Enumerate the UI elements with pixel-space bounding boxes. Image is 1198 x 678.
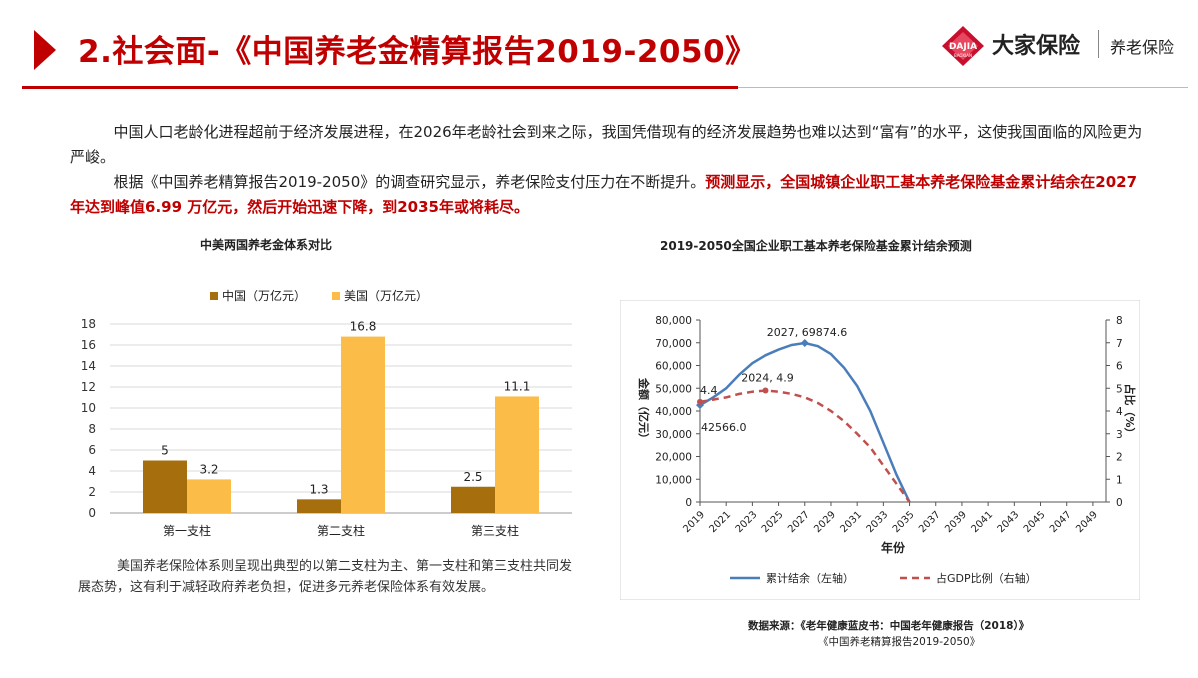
right-tick-label: 3 xyxy=(1116,429,1123,441)
bar-data-label: 1.3 xyxy=(309,482,328,496)
y-tick-label: 8 xyxy=(88,422,96,436)
right-tick-label: 6 xyxy=(1116,361,1123,373)
left-tick-label: 70,000 xyxy=(655,338,692,350)
legend-label: 中国（万亿元） xyxy=(222,288,306,303)
data-annotation: 42566.0 xyxy=(701,421,747,434)
bar xyxy=(451,486,495,513)
x-axis-title: 年份 xyxy=(881,540,906,555)
logo-mark-subtext: BAOXIAN xyxy=(954,53,972,58)
y-tick-label: 0 xyxy=(88,506,96,520)
bar xyxy=(143,460,187,513)
left-tick-label: 80,000 xyxy=(655,315,692,327)
bar xyxy=(297,499,341,513)
logo-company-name: 大家保险 xyxy=(992,34,1081,59)
title-underline xyxy=(22,86,738,89)
data-point-marker xyxy=(697,398,703,405)
right-tick-label: 2 xyxy=(1116,452,1123,464)
data-point-marker xyxy=(762,387,769,394)
data-annotation: 2027, 69874.6 xyxy=(767,326,847,339)
data-annotation: 2024, 4.9 xyxy=(741,372,793,385)
right-tick-label: 8 xyxy=(1116,315,1123,327)
report-paragraph-text: 根据《中国养老精算报告2019-2050》的调查研究显示，养老保险支付压力在不断… xyxy=(113,173,706,191)
left-tick-label: 50,000 xyxy=(655,383,692,395)
legend-swatch xyxy=(332,292,340,300)
fund-forecast-line-chart: 0 10,000 20,000 30,000 40,000 50,000 60,000 70,… xyxy=(620,300,1140,600)
left-axis-title: 金额（亿元） xyxy=(637,377,651,444)
bar xyxy=(341,336,385,513)
right-tick-label: 7 xyxy=(1116,338,1123,350)
y-tick-label: 10 xyxy=(81,401,96,415)
pension-comparison-chart-title: 中美两国养老金体系对比 xyxy=(200,238,333,252)
data-point-marker xyxy=(800,339,809,348)
bar-data-label: 5 xyxy=(161,444,169,458)
title-arrow-icon xyxy=(34,30,56,70)
y-tick-label: 18 xyxy=(81,317,96,331)
y-tick-label: 4 xyxy=(88,464,96,478)
fund-forecast-chart-title: 2019-2050全国企业职工基本养老保险基金累计结余预测 xyxy=(660,239,972,253)
left-tick-label: 0 xyxy=(685,497,692,509)
bar-data-label: 16.8 xyxy=(350,320,377,334)
legend-label-balance: 累计结余（左轴） xyxy=(766,571,854,585)
right-tick-label: 1 xyxy=(1116,474,1123,486)
left-tick-label: 20,000 xyxy=(655,452,692,464)
dajia-logo-icon: DAJIA BAOXIAN xyxy=(942,26,984,66)
bar xyxy=(187,479,231,513)
pension-comparison-bar-chart: 0 2 4 6 8 10 12 14 16 18 5 3.2 第一支柱 1.3 16.8 第二支柱 2.5 11.… xyxy=(81,288,572,538)
legend-swatch xyxy=(210,292,218,300)
right-tick-label: 4 xyxy=(1116,406,1123,418)
bar xyxy=(495,396,539,513)
pension-comparison-caption: 美国养老保险体系则呈现出典型的以第二支柱为主、第一支柱和第三支柱共同发展态势，这… xyxy=(78,559,573,595)
page-title: 2.社会面-《中国养老金精算报告2019-2050》 xyxy=(78,34,757,70)
logo-subsidiary-name: 养老保险 xyxy=(1110,38,1175,57)
left-tick-label: 10,000 xyxy=(655,474,692,486)
logo-separator xyxy=(1098,30,1099,58)
left-tick-label: 30,000 xyxy=(655,429,692,441)
right-tick-label: 0 xyxy=(1116,497,1123,509)
intro-paragraph: 中国人口老龄化进程超前于经济发展进程，在2026年老龄社会到来之际，我国凭借现有… xyxy=(70,123,1143,166)
left-tick-label: 60,000 xyxy=(655,361,692,373)
title-divider xyxy=(738,87,1188,88)
bar-data-label: 2.5 xyxy=(463,470,482,484)
y-tick-label: 16 xyxy=(81,338,96,352)
data-source-line-1: 数据来源：《老年健康蓝皮书：中国老年健康报告（2018）》 xyxy=(748,620,1030,632)
right-axis-title: 占比（%） xyxy=(1123,383,1137,438)
legend-label-gdp: 占GDP比例（右轴） xyxy=(936,571,1037,585)
left-tick-label: 40,000 xyxy=(655,406,692,418)
y-tick-label: 2 xyxy=(88,485,96,499)
x-tick-label: 第三支柱 xyxy=(471,523,519,538)
x-tick-label: 第一支柱 xyxy=(163,523,211,538)
logo-mark-text: DAJIA xyxy=(949,42,977,52)
y-tick-label: 12 xyxy=(81,380,96,394)
chart-frame xyxy=(620,300,1140,600)
bar-data-label: 11.1 xyxy=(504,379,531,393)
company-logo: DAJIA BAOXIAN 大家保险 养老保险 xyxy=(940,22,1180,68)
report-paragraph-highlight: 预测显示，全国城镇企业职工基本养老保险基金累计结余在2027 年达到峰值6.99… xyxy=(70,173,1138,216)
legend-label: 美国（万亿元） xyxy=(344,288,428,303)
data-source-line-2: 《中国养老精算报告2019-2050》 xyxy=(818,636,981,648)
x-tick-label: 第二支柱 xyxy=(317,523,365,538)
bar-data-label: 3.2 xyxy=(199,462,218,476)
report-paragraph: 根据《中国养老精算报告2019-2050》的调查研究显示，养老保险支付压力在不断… xyxy=(70,170,1150,220)
gdp-ratio-line xyxy=(699,389,911,503)
right-tick-label: 5 xyxy=(1116,383,1123,395)
y-tick-label: 6 xyxy=(88,443,96,457)
data-annotation: 4.4 xyxy=(700,384,718,397)
y-tick-label: 14 xyxy=(81,359,96,373)
